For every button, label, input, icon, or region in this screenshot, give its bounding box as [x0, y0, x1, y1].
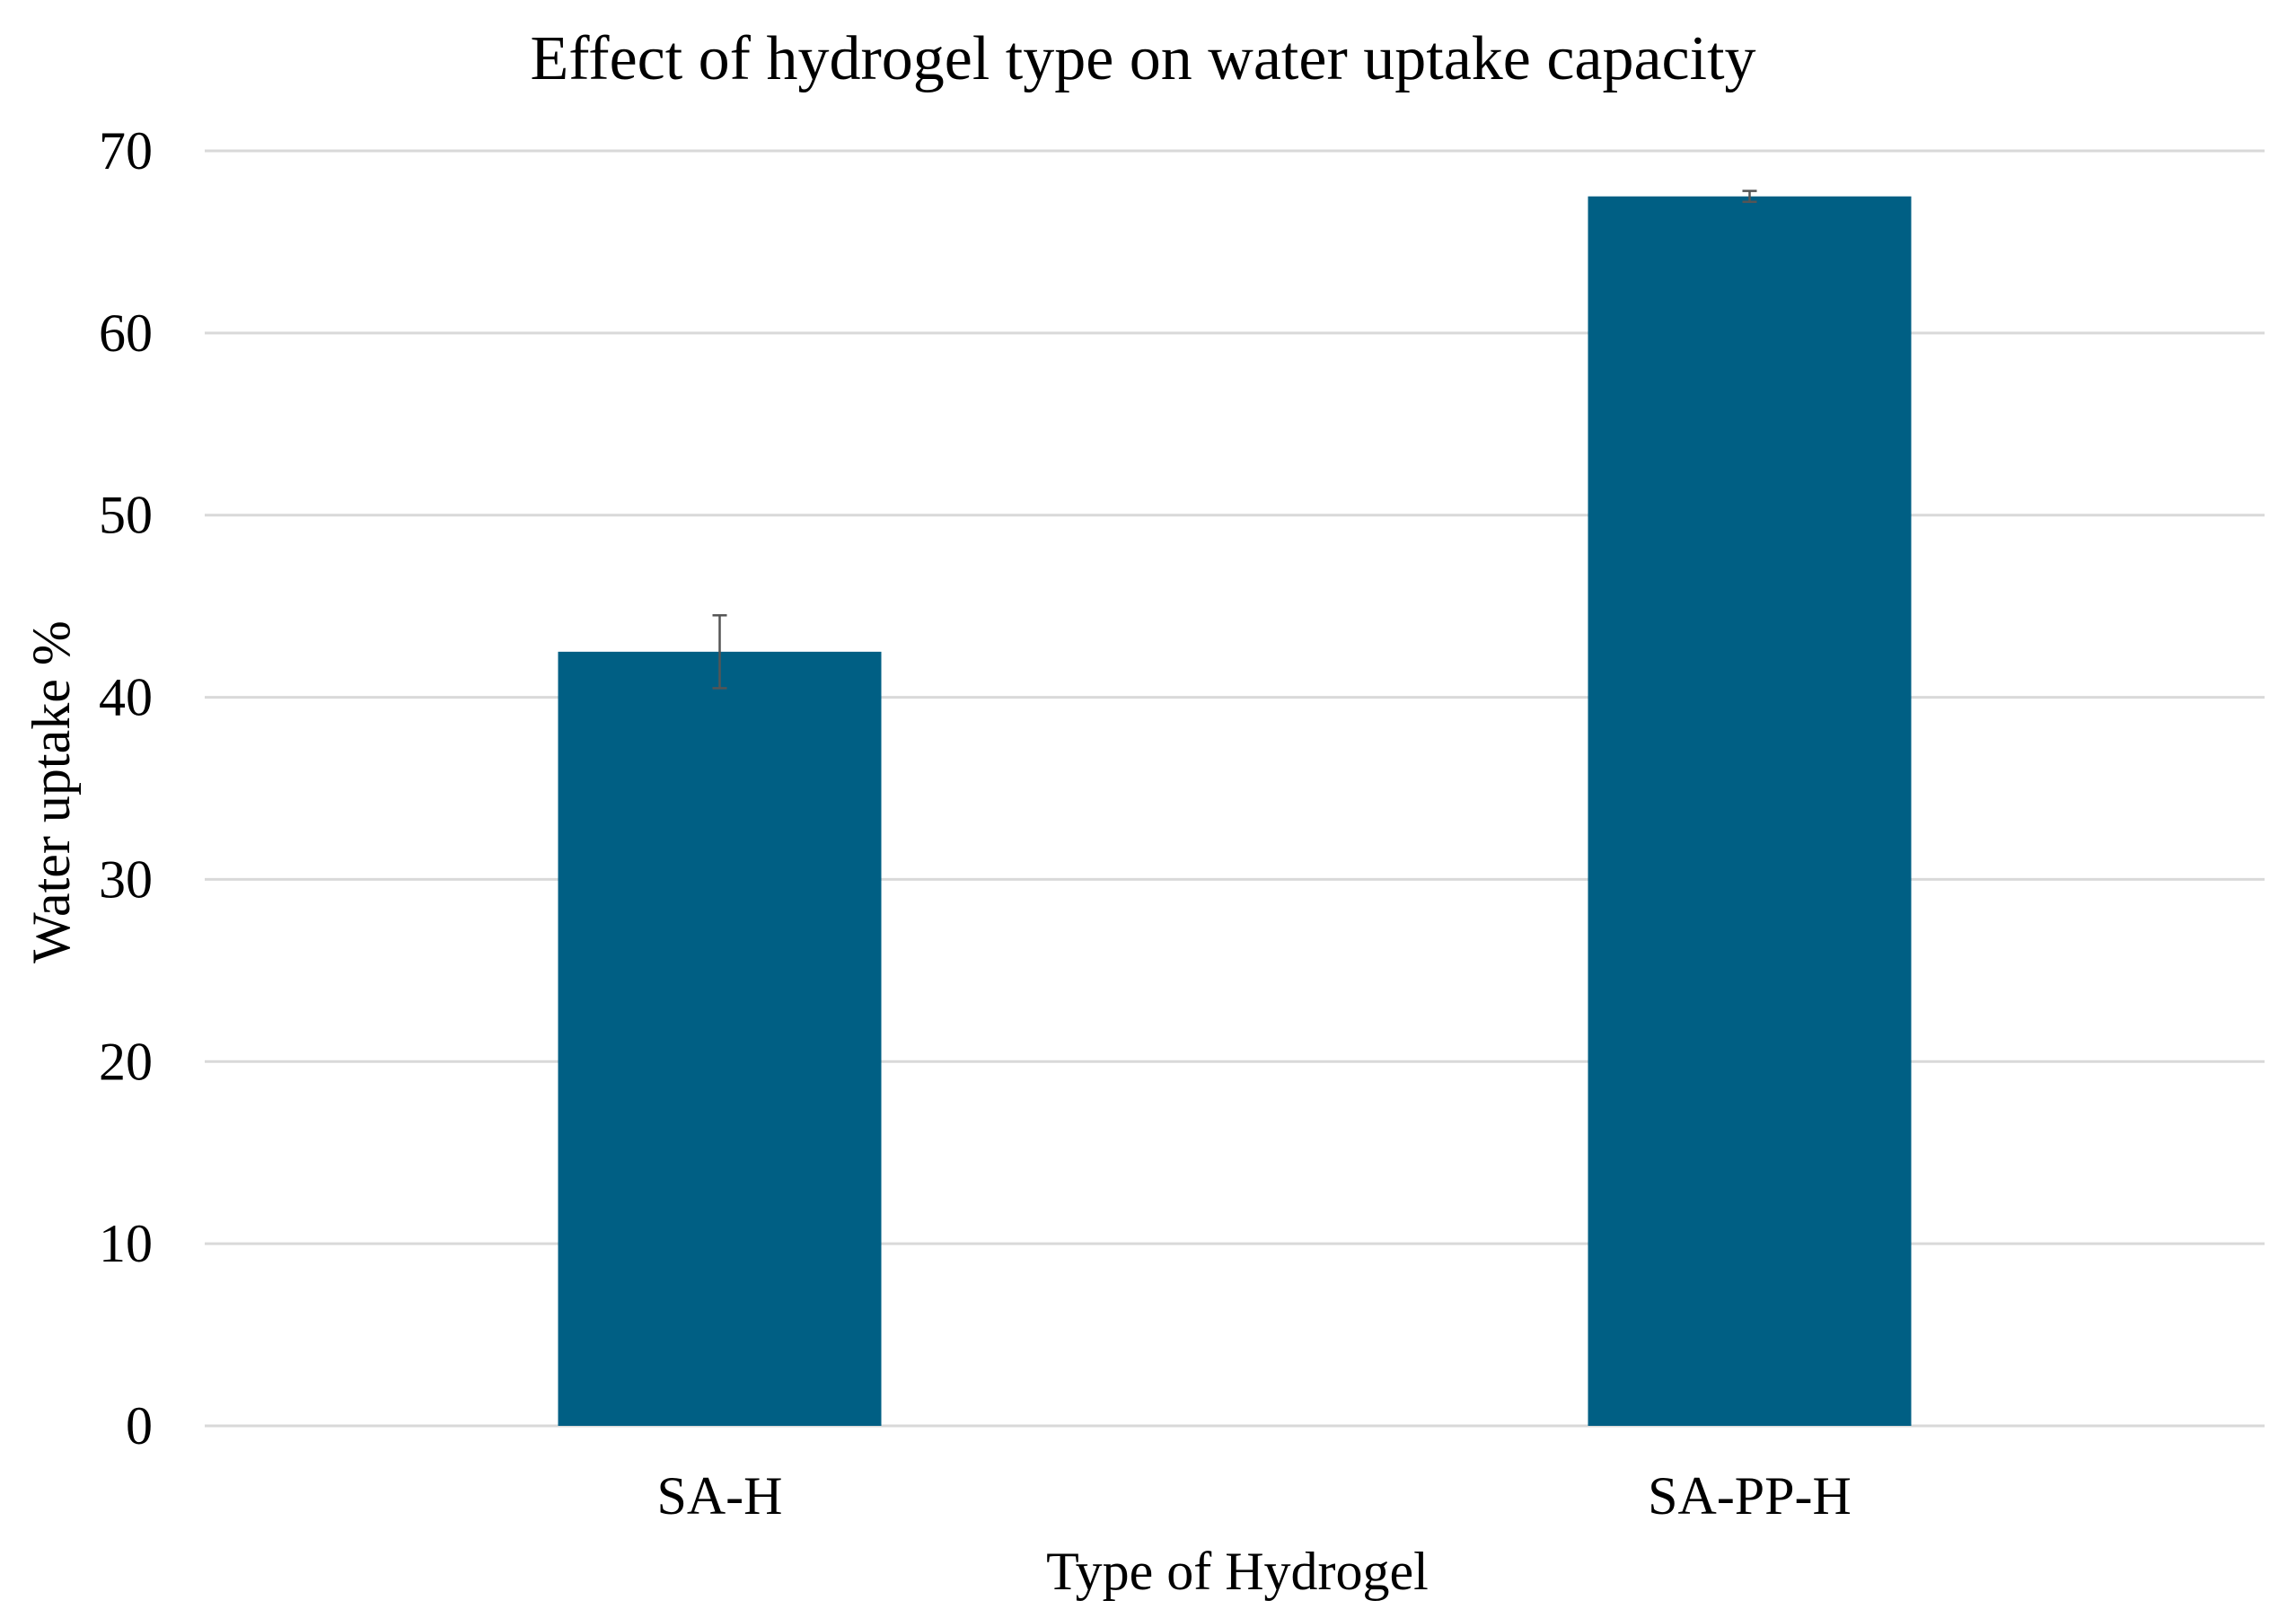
chart-title: Effect of hydrogel type on water uptake …: [530, 24, 1755, 93]
y-axis-ticks: 0 10 20 30 40 50 60 70: [99, 121, 153, 1455]
error-bar: [712, 614, 727, 690]
y-tick-label: 40: [99, 668, 153, 727]
x-axis-title: Type of Hydrogel: [1046, 1542, 1429, 1601]
y-tick-label: 10: [99, 1214, 153, 1273]
error-bar: [1742, 189, 1757, 204]
x-category-label: SA-PP-H: [1648, 1466, 1852, 1526]
gridlines: [205, 149, 2265, 1428]
error-bars: [712, 189, 1757, 690]
y-axis-title: Water uptake %: [22, 620, 81, 963]
x-axis-categories: SA-H SA-PP-H: [656, 1466, 1851, 1526]
bars: [558, 196, 1912, 1427]
y-tick-label: 0: [126, 1396, 153, 1455]
y-tick-label: 50: [99, 486, 153, 545]
y-tick-label: 60: [99, 303, 153, 363]
bar: [1588, 196, 1912, 1427]
y-tick-label: 70: [99, 121, 153, 180]
x-category-label: SA-H: [656, 1466, 782, 1526]
bar: [558, 651, 882, 1426]
y-tick-label: 30: [99, 849, 153, 909]
y-tick-label: 20: [99, 1032, 153, 1091]
